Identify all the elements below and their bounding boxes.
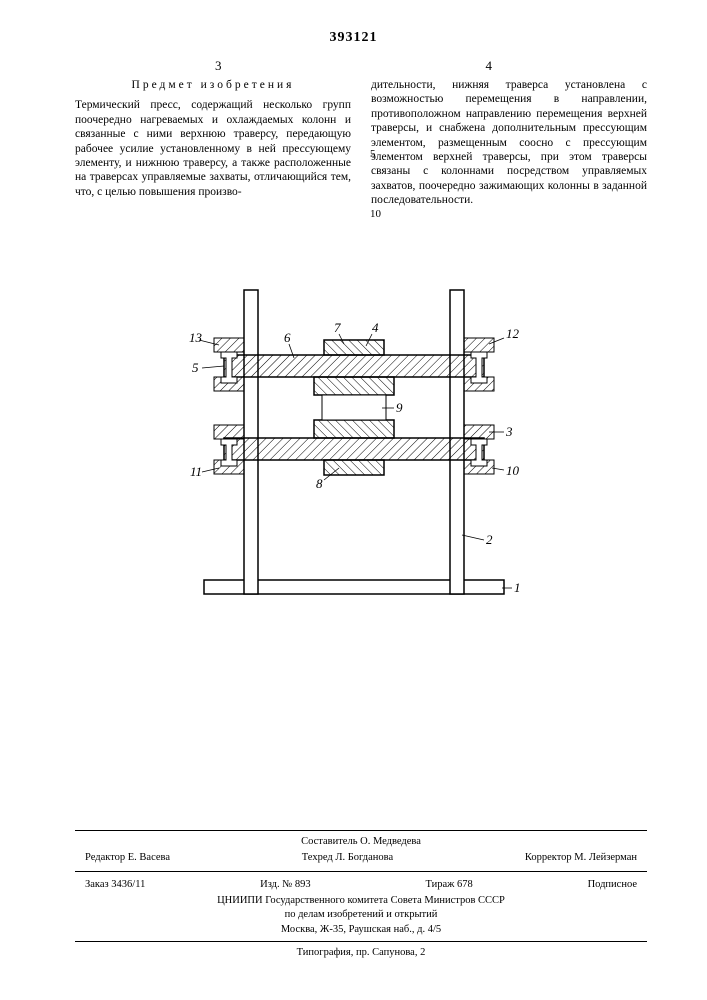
footer-order: Заказ 3436/11: [85, 878, 145, 892]
footer-org1: ЦНИИПИ Государственного комитета Совета …: [75, 894, 647, 908]
footer-typography: Типография, пр. Сапунова, 2: [75, 946, 647, 960]
label-10: 10: [506, 463, 520, 478]
label-6: 6: [284, 330, 291, 345]
linemark-5: 5: [370, 148, 376, 160]
label-7: 7: [334, 320, 341, 335]
footer-compiler: Составитель О. Медведева: [75, 835, 647, 849]
column-left: Предмет изобретения Термический пресс, с…: [75, 78, 351, 207]
label-4: 4: [372, 320, 379, 335]
figure-svg: 13 5 6 7 4 12 9 3: [144, 280, 564, 640]
footer: Составитель О. Медведева Редактор Е. Вас…: [75, 826, 647, 960]
patent-figure: 13 5 6 7 4 12 9 3: [0, 280, 707, 645]
page-number-right: 4: [486, 58, 493, 74]
label-2: 2: [486, 532, 493, 547]
column-right: дительности, нижняя траверса установлена…: [371, 78, 647, 207]
footer-subscription: Подписное: [588, 878, 637, 892]
label-8: 8: [316, 476, 323, 491]
label-3: 3: [505, 424, 513, 439]
text-columns: Предмет изобретения Термический пресс, с…: [75, 78, 647, 207]
footer-techred: Техред Л. Богданова: [302, 851, 393, 865]
footer-tirage: Тираж 678: [425, 878, 472, 892]
footer-editor: Редактор Е. Васева: [85, 851, 170, 865]
section-heading: Предмет изобретения: [75, 78, 351, 92]
col-left-text: Термический пресс, содержащий несколько …: [75, 98, 351, 199]
label-1: 1: [514, 580, 521, 595]
footer-org3: Москва, Ж-35, Раушская наб., д. 4/5: [75, 923, 647, 937]
label-9: 9: [396, 400, 403, 415]
label-11: 11: [190, 464, 202, 479]
page-number-left: 3: [215, 58, 222, 74]
col-right-text: дительности, нижняя траверса установлена…: [371, 78, 647, 207]
label-12: 12: [506, 326, 520, 341]
label-13: 13: [189, 330, 203, 345]
label-5: 5: [192, 360, 199, 375]
linemark-10: 10: [370, 208, 381, 220]
footer-corrector: Корректор М. Лейзерман: [525, 851, 637, 865]
footer-edition: Изд. № 893: [260, 878, 311, 892]
doc-number: 393121: [0, 30, 707, 46]
footer-org2: по делам изобретений и открытий: [75, 908, 647, 922]
